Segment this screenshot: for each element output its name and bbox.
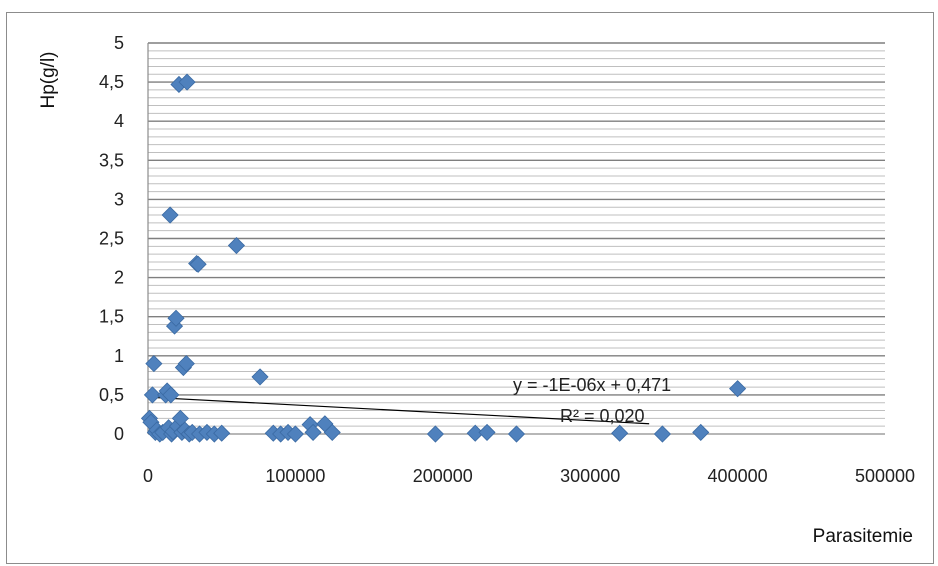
data-point <box>304 423 322 442</box>
data-point <box>251 368 269 386</box>
chart-frame <box>6 12 934 564</box>
y-tick-label: 0 <box>114 424 124 444</box>
y-tick-label: 4,5 <box>99 72 124 92</box>
y-axis-label: Hp(g/l) <box>38 51 59 108</box>
y-tick-label: 0,5 <box>99 385 124 405</box>
y-tick-label: 3,5 <box>99 150 124 170</box>
data-point <box>611 424 629 442</box>
x-tick-label: 300000 <box>560 466 620 486</box>
data-point <box>145 355 163 373</box>
data-point <box>189 255 207 273</box>
y-tick-label: 3 <box>114 189 124 209</box>
trendline <box>147 396 650 425</box>
data-point <box>162 386 180 404</box>
x-tick-label: 100000 <box>265 466 325 486</box>
y-tick-label: 1,5 <box>99 307 124 327</box>
data-point <box>729 380 747 398</box>
y-tick-label: 2 <box>114 268 124 288</box>
data-point <box>161 206 179 224</box>
x-axis-label: Parasitemie <box>813 526 913 547</box>
trendline-r-squared: R² = 0,020 <box>560 406 645 426</box>
data-point <box>692 423 710 442</box>
data-point <box>653 425 671 443</box>
y-tick-label: 5 <box>114 33 124 53</box>
data-point <box>167 309 185 327</box>
data-point <box>213 424 231 442</box>
x-tick-label: 200000 <box>413 466 473 486</box>
data-point <box>507 425 526 443</box>
data-point <box>478 423 496 442</box>
data-point <box>323 423 341 442</box>
data-points <box>140 73 747 443</box>
trendline-equation: y = -1E-06x + 0,471 <box>513 375 671 395</box>
x-tick-label: 400000 <box>708 466 768 486</box>
x-tick-label: 500000 <box>855 466 915 486</box>
y-tick-label: 1 <box>114 346 124 366</box>
data-point <box>426 425 444 443</box>
data-point <box>178 73 196 91</box>
gridlines <box>148 42 885 427</box>
data-point <box>286 425 304 443</box>
data-point <box>177 355 195 373</box>
x-tick-labels: 0 100000 200000 300000 400000 500000 <box>143 466 915 486</box>
y-tick-label: 2,5 <box>99 229 124 249</box>
y-tick-labels: 0 0,5 1 1,5 2 2,5 3 3,5 4 4,5 5 <box>99 33 124 444</box>
data-point <box>143 386 161 404</box>
x-tick-label: 0 <box>143 466 153 486</box>
y-tick-label: 4 <box>114 111 124 131</box>
data-point <box>227 236 246 255</box>
